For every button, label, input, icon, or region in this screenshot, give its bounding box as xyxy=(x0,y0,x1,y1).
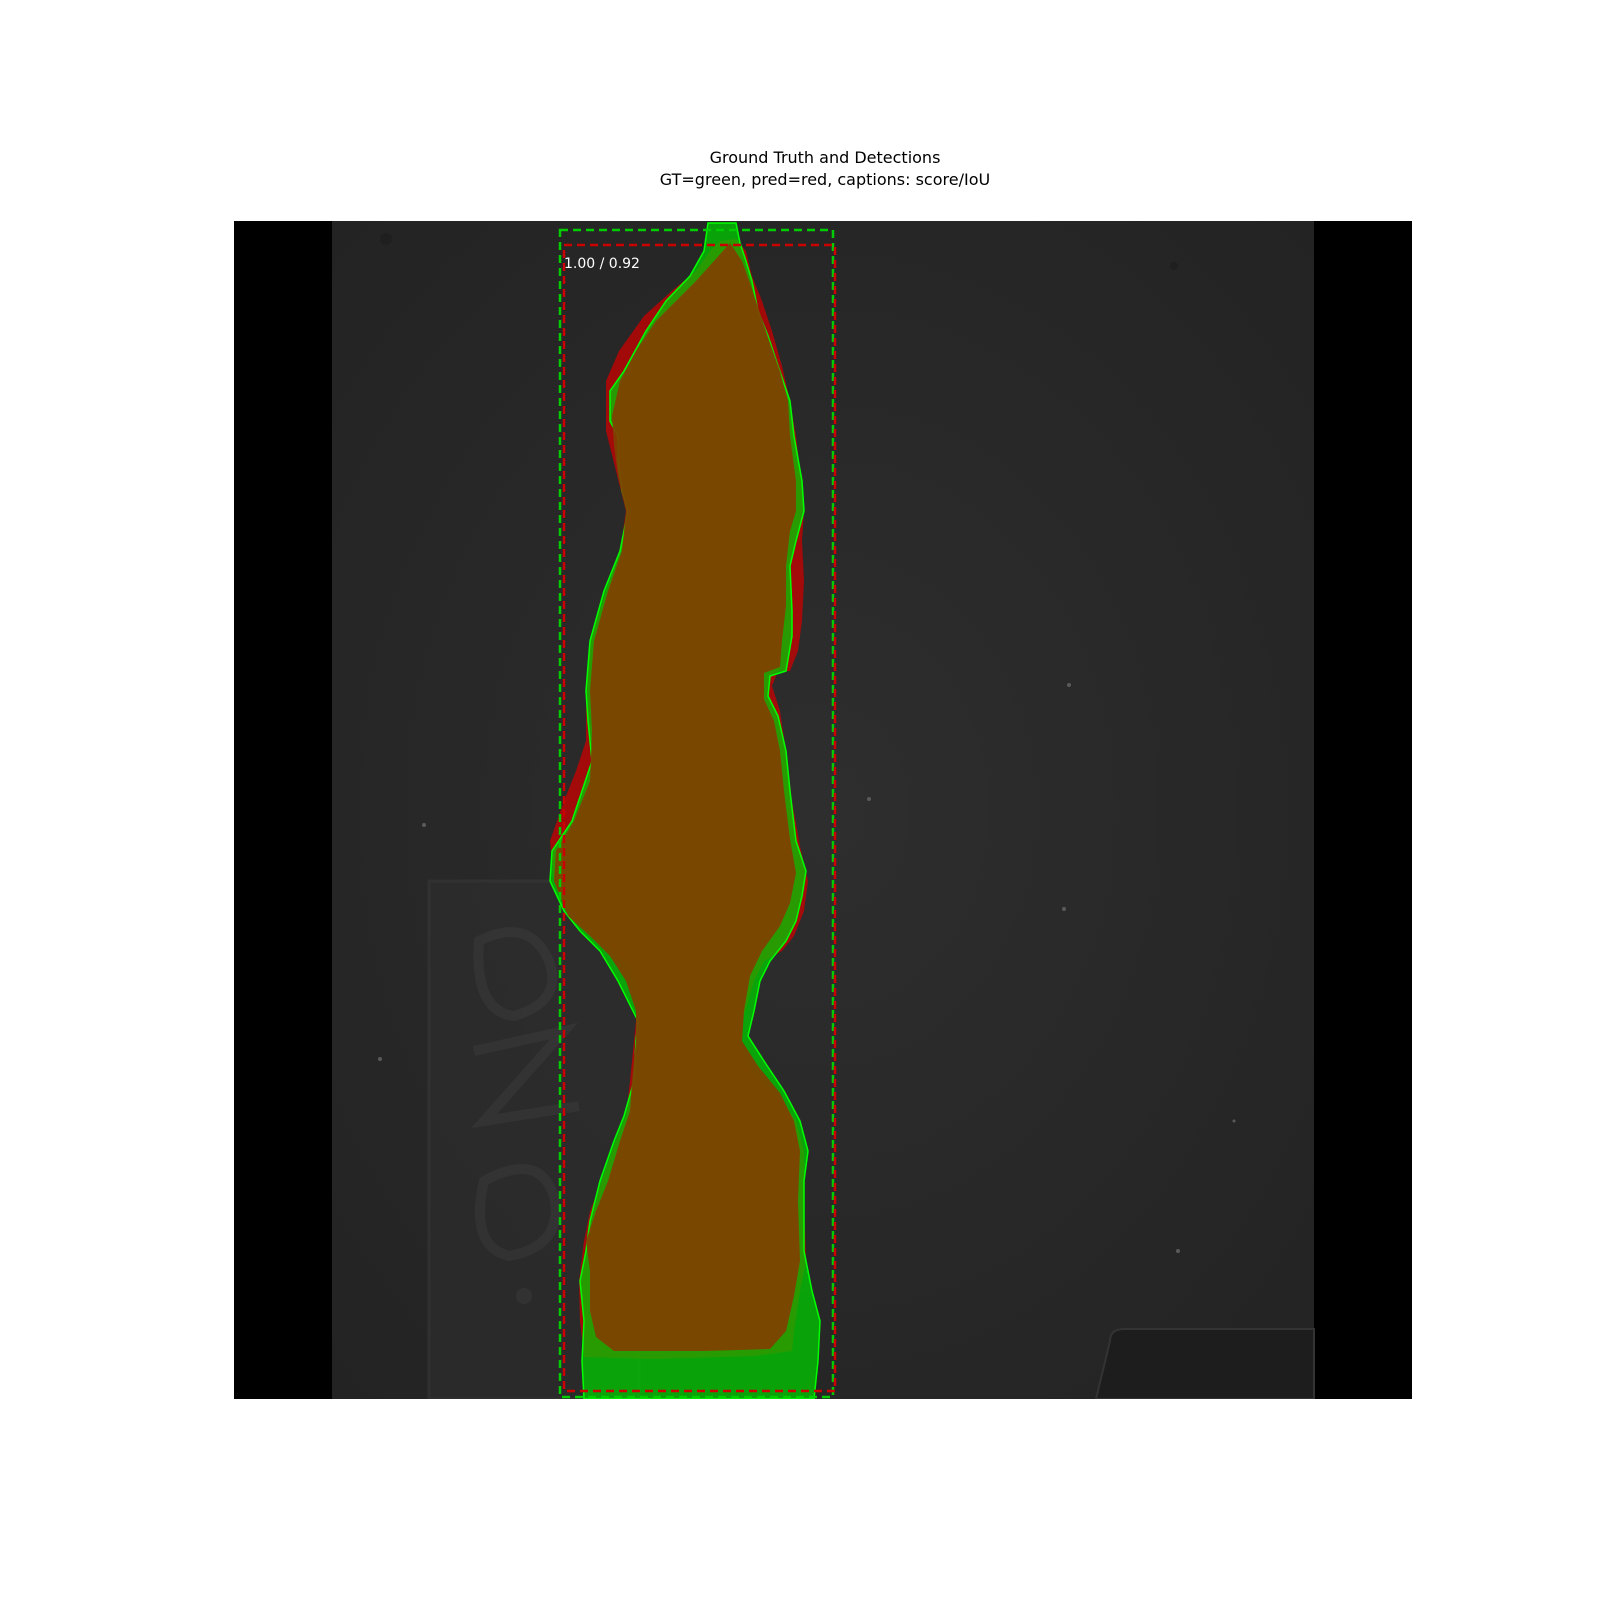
overlap-mask xyxy=(554,243,800,1351)
detection-image: 1.00 / 0.92 xyxy=(234,221,1412,1399)
dark-object xyxy=(1094,1328,1315,1399)
figure-subtitle: GT=green, pred=red, captions: score/IoU xyxy=(659,170,991,189)
speckles xyxy=(378,233,1236,1253)
left-padding xyxy=(234,221,332,1399)
ground-truth-box xyxy=(558,228,835,1399)
right-padding xyxy=(1314,221,1412,1399)
detection-caption: 1.00 / 0.92 xyxy=(564,256,640,272)
prediction-box xyxy=(562,243,837,1393)
figure-title: Ground Truth and Detections xyxy=(709,148,941,167)
